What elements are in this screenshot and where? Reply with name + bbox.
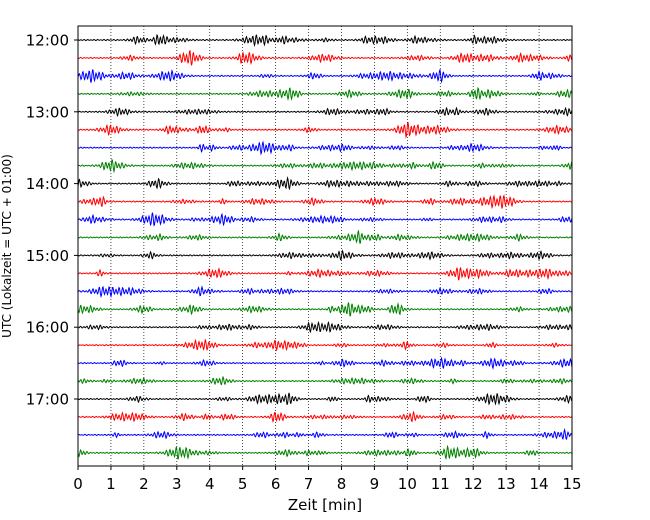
x-tick-label: 2 [139,475,149,493]
y-tick-label: 12:00 [26,32,69,50]
x-tick-label: 8 [337,475,347,493]
x-tick-label: 9 [370,475,380,493]
x-tick-label: 7 [304,475,314,493]
seismogram-trace [77,176,573,191]
x-tick-label: 13 [497,475,516,493]
y-tick-label: 17:00 [26,391,69,409]
seismogram-trace [77,229,573,244]
x-tick-label: 12 [464,475,483,493]
x-tick-label: 15 [562,475,581,493]
seismogram-trace [77,86,573,102]
seismogram-trace [77,427,573,441]
x-tick-label: 5 [238,475,248,493]
y-tick-label: 13:00 [26,103,69,121]
x-tick-label: 1 [106,475,116,493]
plot-frame [77,25,573,467]
x-tick-label: 4 [205,475,215,493]
seismogram-trace [77,338,573,352]
grid-lines [110,26,540,466]
seismogram-trace [77,194,573,210]
x-tick-label: 3 [172,475,182,493]
seismogram-trace [77,320,573,334]
x-tick-label: 14 [530,475,549,493]
seismogram-trace [77,285,573,299]
seismogram-trace [77,212,573,227]
seismogram-trace [77,140,573,156]
seismogram-trace [77,68,573,84]
plot-area-background [78,26,572,466]
x-axis-label: Zeit [min] [288,496,362,514]
seismogram-trace [77,356,573,370]
x-tick-label: 6 [271,475,281,493]
x-axis-ticks: 0 1 2 3 4 5 6 7 8 9 10 11 12 13 14 15 [73,466,582,493]
seismogram-trace [77,410,573,424]
seismogram-trace [77,249,573,261]
x-tick-label: 10 [398,475,417,493]
y-tick-label: 16:00 [26,319,69,337]
seismogram-traces [77,33,573,460]
seismogram-trace [77,106,573,118]
y-tick-label: 15:00 [26,247,69,265]
seismogram-trace [77,267,573,281]
x-tick-label: 0 [73,475,83,493]
y-axis-ticks: 12:00 13:00 14:00 15:00 16:00 17:00 [26,32,78,409]
seismogram-trace [77,444,573,460]
y-axis-label: UTC (Lokalzeit = UTC + 01:00) [0,154,14,338]
seismogram-trace [77,33,573,48]
seismogram-trace [77,121,573,139]
seismogram-trace [77,301,573,317]
y-tick-label: 14:00 [26,175,69,193]
seismogram-trace [77,49,573,66]
x-tick-label: 11 [431,475,450,493]
seismogram-trace [77,375,573,386]
seismogram-trace [77,392,573,406]
seismogram-trace [77,158,573,174]
